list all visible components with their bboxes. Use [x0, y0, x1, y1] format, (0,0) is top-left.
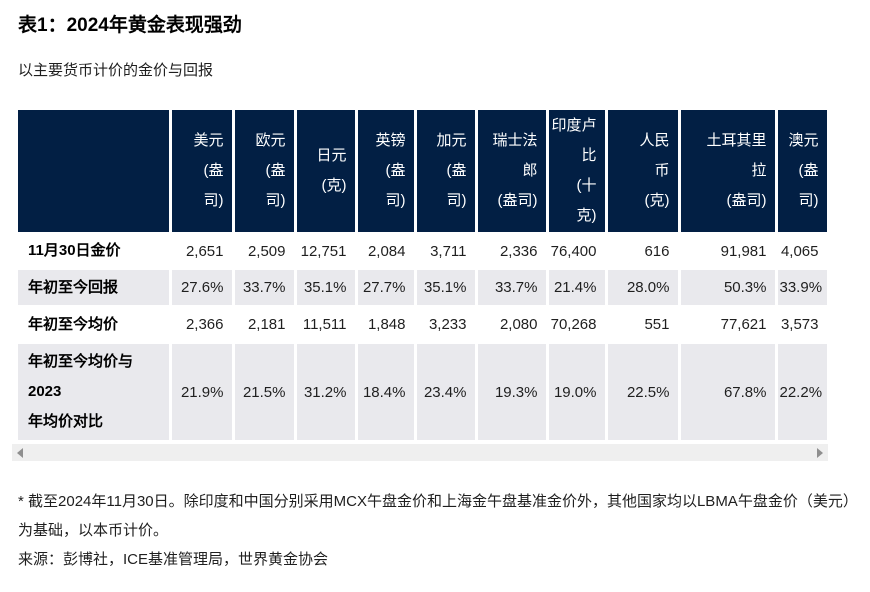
cell-price-nov30-cad: 3,711: [415, 232, 478, 269]
cell-ytd-average-vs-2023-rmb: 22.5%: [606, 342, 681, 440]
cell-price-nov30-chf: 2,336: [476, 232, 549, 269]
cell-ytd-average-usd: 2,366: [170, 305, 235, 343]
table-row-ytd-return: 年初至今回报 27.6% 33.7% 35.1% 27.7% 35.1% 33.7% 21.4…: [18, 268, 830, 306]
footnote: * 截至2024年11月30日。除印度和中国分别采用MCX午盘金价和上海金午盘基…: [18, 493, 851, 539]
cell-ytd-return-chf: 33.7%: [476, 268, 549, 306]
table-row-ytd-average: 年初至今均价 2,366 2,181 11,511 1,848 3,233 2,080 70,…: [18, 305, 830, 343]
cell-price-nov30-try: 91,981: [679, 232, 778, 269]
cell-ytd-return-gbp: 27.7%: [356, 268, 417, 306]
table-header-row: 美元 (盎 司) 欧元 (盎 司) 日元 (克) 英镑 (盎 司) 加元 (盎 司) 瑞士…: [18, 108, 830, 233]
cell-ytd-average-vs-2023-chf: 19.3%: [476, 342, 549, 440]
cell-ytd-average-vs-2023-usd: 21.9%: [170, 342, 235, 440]
source-line: 来源：彭博社，ICE基准管理局，世界黄金协会: [18, 551, 329, 568]
cell-ytd-average-jpy: 11,511: [295, 305, 358, 343]
table-row-price-nov30: 11月30日金价 2,651 2,509 12,751 2,084 3,711 2,336 7…: [18, 232, 830, 269]
cell-ytd-return-rmb: 28.0%: [606, 268, 681, 306]
cell-ytd-average-gbp: 1,848: [356, 305, 417, 343]
cell-ytd-average-vs-2023-cad: 23.4%: [415, 342, 478, 440]
cell-ytd-return-usd: 27.6%: [170, 268, 235, 306]
cell-ytd-average-rmb: 551: [606, 305, 681, 343]
column-header-eur: 欧元 (盎 司): [233, 108, 297, 233]
row-label-ytd-return: 年初至今回报: [18, 268, 172, 306]
cell-price-nov30-rmb: 616: [606, 232, 681, 269]
column-header-inr: 印度卢 比 (十 克): [547, 108, 608, 233]
cell-ytd-average-vs-2023-try: 67.8%: [679, 342, 778, 440]
cell-ytd-average-vs-2023-gbp: 18.4%: [356, 342, 417, 440]
table-subtitle: 以主要货币计价的金价与回报: [18, 62, 214, 79]
cell-ytd-return-inr: 21.4%: [547, 268, 608, 306]
column-header-aud: 澳元 (盎 司): [776, 108, 830, 233]
cell-ytd-average-eur: 2,181: [233, 305, 297, 343]
cell-ytd-return-aud: 33.9%: [776, 268, 830, 306]
row-label-ytd-average: 年初至今均价: [18, 305, 172, 343]
scroll-right-arrow-icon[interactable]: [817, 447, 823, 458]
cell-ytd-return-jpy: 35.1%: [295, 268, 358, 306]
column-header-usd: 美元 (盎 司): [170, 108, 235, 233]
cell-price-nov30-inr: 76,400: [547, 232, 608, 269]
column-header-gbp: 英镑 (盎 司): [356, 108, 417, 233]
cell-ytd-average-vs-2023-eur: 21.5%: [233, 342, 297, 440]
cell-ytd-return-try: 50.3%: [679, 268, 778, 306]
cell-price-nov30-eur: 2,509: [233, 232, 297, 269]
corner-cell: [18, 108, 172, 233]
cell-ytd-average-try: 77,621: [679, 305, 778, 343]
column-header-jpy: 日元 (克): [295, 108, 358, 233]
cell-ytd-average-cad: 3,233: [415, 305, 478, 343]
column-header-chf: 瑞士法 郎 (盎司): [476, 108, 549, 233]
cell-price-nov30-gbp: 2,084: [356, 232, 417, 269]
report-page: 表1：2024年黄金表现强劲 以主要货币计价的金价与回报 美元 (盎 司) 欧元 …: [0, 13, 870, 574]
cell-price-nov30-jpy: 12,751: [295, 232, 358, 269]
gold-performance-table: 美元 (盎 司) 欧元 (盎 司) 日元 (克) 英镑 (盎 司) 加元 (盎 司) 瑞士…: [18, 108, 830, 440]
row-label-price-nov30: 11月30日金价: [18, 232, 172, 269]
column-header-try: 土耳其里 拉 (盎司): [679, 108, 778, 233]
column-header-rmb: 人民 币 (克): [606, 108, 681, 233]
horizontal-scrollbar[interactable]: [12, 444, 828, 461]
cell-price-nov30-usd: 2,651: [170, 232, 235, 269]
cell-ytd-average-vs-2023-jpy: 31.2%: [295, 342, 358, 440]
cell-ytd-average-vs-2023-inr: 19.0%: [547, 342, 608, 440]
cell-ytd-return-cad: 35.1%: [415, 268, 478, 306]
column-header-cad: 加元 (盎 司): [415, 108, 478, 233]
scroll-left-arrow-icon[interactable]: [17, 447, 23, 458]
cell-ytd-average-inr: 70,268: [547, 305, 608, 343]
table-row-ytd-average-vs-2023: 年初至今均价与 2023 年均价对比 21.9% 21.5% 31.2% 18.4% 23…: [18, 342, 830, 440]
row-label-ytd-average-vs-2023: 年初至今均价与 2023 年均价对比: [18, 342, 172, 440]
cell-ytd-average-chf: 2,080: [476, 305, 549, 343]
cell-ytd-average-vs-2023-aud: 22.2%: [776, 342, 830, 440]
cell-ytd-average-aud: 3,573: [776, 305, 830, 343]
cell-ytd-return-eur: 33.7%: [233, 268, 297, 306]
page-title: 表1：2024年黄金表现强劲: [18, 15, 242, 36]
cell-price-nov30-aud: 4,065: [776, 232, 830, 269]
